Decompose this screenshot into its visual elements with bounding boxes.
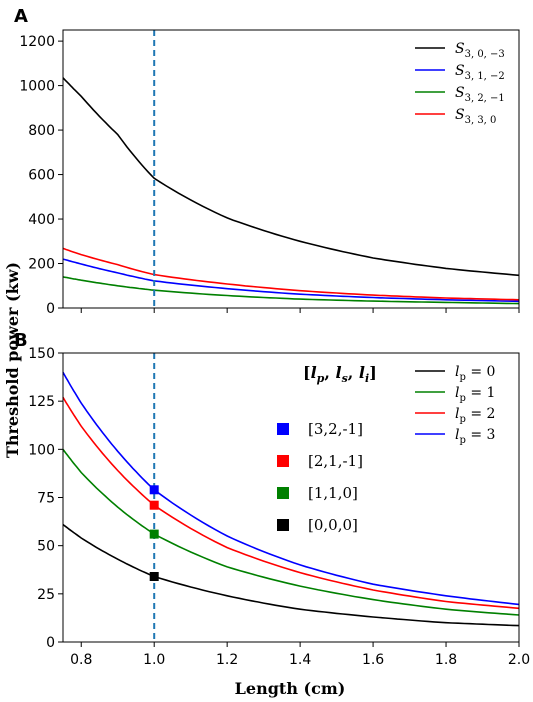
y-tick-label: 150	[28, 346, 55, 362]
legend-label-1: lp = 1	[455, 385, 495, 404]
marker-legend-swatch-2	[277, 487, 289, 499]
marker-legend-title: [lp, ls, li]	[303, 363, 377, 385]
y-tick-label: 1000	[19, 79, 55, 95]
x-tick-label: 1.0	[143, 652, 165, 668]
y-tick-label: 200	[28, 257, 55, 273]
legend-label-2: S3, 2, −1	[455, 85, 505, 104]
panel-a-series	[62, 77, 520, 305]
marker-legend-label-0: [3,2,-1]	[308, 420, 363, 438]
panel-b-legend: lp = 0 lp = 1 lp = 2 lp = 3	[415, 364, 495, 446]
marker-0	[149, 485, 159, 495]
panel-b-frame	[62, 352, 520, 643]
panel-b-marker-legend: [lp, ls, li] [3,2,-1] [2,1,-1] [1,1,0] [0,0,…	[277, 363, 377, 534]
series-line-3	[62, 371, 520, 606]
x-tick-label: 1.8	[435, 652, 457, 668]
y-tick-label: 1200	[19, 34, 55, 50]
x-tick-label: 0.8	[70, 652, 92, 668]
x-axis-title: Length (cm)	[235, 679, 346, 698]
series-line-3	[62, 247, 520, 301]
y-tick-label: 100	[28, 442, 55, 458]
series-line-1	[62, 448, 520, 616]
marker-legend-swatch-3	[277, 519, 289, 531]
panel-letter-b: B	[14, 330, 28, 351]
series-line-2	[62, 276, 520, 305]
legend-label-0: S3, 0, −3	[455, 41, 505, 60]
y-tick-label: 600	[28, 168, 55, 184]
panel-a-legend: S3, 0, −3 S3, 1, −2 S3, 2, −1 S3, 3, 0	[415, 41, 505, 126]
panel-b-ticks: 0 25 50 75 100 125 150 0.8 1.0 1.2 1.4 1.6 1.8 2.0	[28, 346, 530, 668]
x-tick-label: 1.2	[216, 652, 238, 668]
marker-2	[149, 529, 159, 539]
marker-legend-swatch-0	[277, 423, 289, 435]
marker-legend-label-2: [1,1,0]	[308, 484, 358, 502]
series-line-0	[62, 77, 520, 277]
series-line-2	[62, 396, 520, 610]
y-tick-label: 125	[28, 394, 55, 410]
x-tick-label: 1.6	[362, 652, 384, 668]
x-tick-label: 2.0	[508, 652, 530, 668]
marker-legend-label-3: [0,0,0]	[308, 516, 358, 534]
panel-letter-a: A	[14, 6, 28, 27]
panel-a: 0 200 400 600 800 1000 1200 S3, 0, −3 S3, 1, −2…	[19, 29, 520, 317]
panel-b-markers	[149, 485, 159, 581]
panel-b-series	[62, 371, 520, 627]
legend-label-0: lp = 0	[455, 364, 495, 383]
y-tick-label: 75	[37, 491, 55, 507]
panel-b: 0 25 50 75 100 125 150 0.8 1.0 1.2 1.4 1.6 1.8 2.0 lp…	[28, 346, 530, 668]
legend-label-2: lp = 2	[455, 406, 495, 425]
x-tick-label: 1.4	[289, 652, 311, 668]
series-line-0	[62, 523, 520, 627]
series-line-1	[62, 258, 520, 303]
y-tick-label: 0	[46, 301, 55, 317]
y-axis-title: Threshold power (kw)	[3, 262, 22, 458]
y-tick-label: 400	[28, 212, 55, 228]
marker-3	[149, 571, 159, 581]
y-tick-label: 0	[46, 635, 55, 651]
y-tick-label: 50	[37, 539, 55, 555]
marker-legend-label-1: [2,1,-1]	[308, 452, 363, 470]
marker-1	[149, 500, 159, 510]
y-tick-label: 800	[28, 123, 55, 139]
y-tick-label: 25	[37, 587, 55, 603]
legend-label-3: S3, 3, 0	[455, 107, 496, 126]
legend-label-3: lp = 3	[455, 427, 495, 446]
legend-label-1: S3, 1, −2	[455, 63, 505, 82]
panel-a-ticks: 0 200 400 600 800 1000 1200	[19, 34, 520, 317]
panel-a-frame	[62, 29, 520, 309]
marker-legend-swatch-1	[277, 455, 289, 467]
